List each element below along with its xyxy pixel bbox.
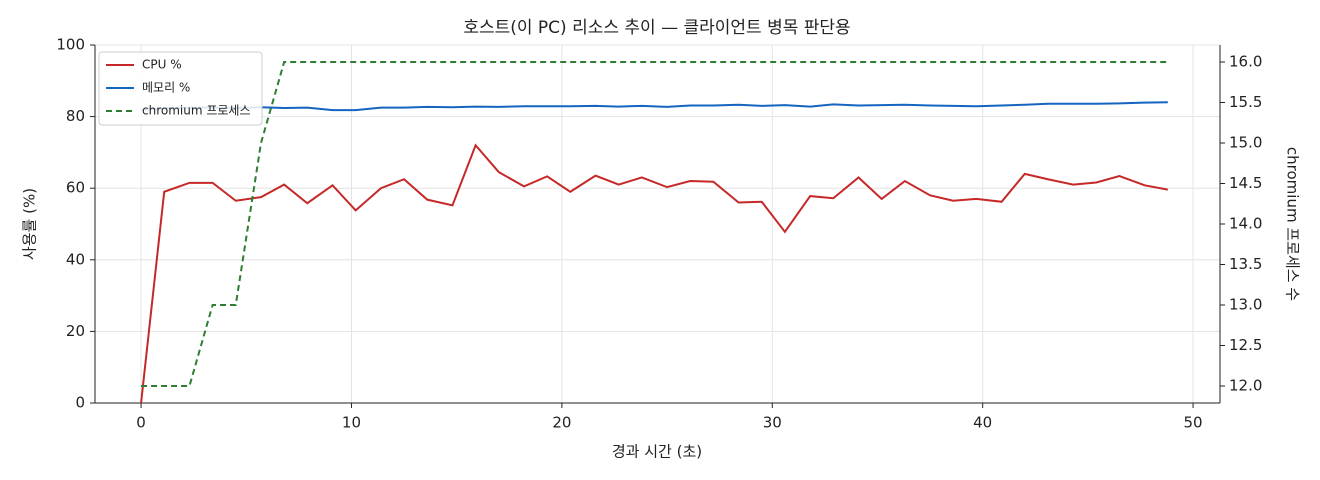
- chart-title: 호스트(이 PC) 리소스 추이 — 클라이언트 병목 판단용: [463, 18, 850, 38]
- series-line: [141, 101, 1168, 112]
- legend-label: 메모리 %: [142, 81, 190, 95]
- legend-box: [98, 51, 263, 126]
- x-tick-label: 40: [973, 414, 992, 432]
- legend-label: chromium 프로세스: [142, 104, 251, 118]
- y-tick-label: 60: [66, 179, 85, 197]
- y-axis-label: 사용률 (%): [21, 188, 39, 260]
- x-axis-label: 경과 시간 (초): [612, 443, 702, 461]
- y-tick-label: 80: [66, 107, 85, 125]
- x-tick-label: 10: [342, 414, 361, 432]
- y-tick-label: 100: [56, 36, 85, 54]
- y2-tick-label: 16.0: [1229, 53, 1262, 71]
- y2-tick-label: 12.5: [1229, 336, 1262, 354]
- y2-tick-label: 14.0: [1229, 215, 1262, 233]
- y2-tick-label: 12.0: [1229, 376, 1262, 394]
- series-line: [140, 143, 1169, 404]
- legend-label: CPU %: [142, 58, 182, 72]
- x-tick-label: 50: [1184, 414, 1203, 432]
- y2-tick-label: 13.5: [1229, 255, 1262, 273]
- y2-tick-label: 15.5: [1229, 93, 1262, 111]
- y-tick-label: 40: [66, 250, 85, 268]
- y2-tick-label: 14.5: [1229, 174, 1262, 192]
- y-tick-label: 0: [75, 394, 85, 412]
- x-tick-label: 30: [763, 414, 782, 432]
- y2-tick-label: 13.0: [1229, 295, 1262, 313]
- x-tick-label: 0: [136, 414, 146, 432]
- series-line: [141, 61, 1168, 387]
- x-tick-label: 20: [552, 414, 571, 432]
- y-tick-label: 20: [66, 322, 85, 340]
- y2-axis-label: chromium 프로세스 수: [1284, 147, 1302, 301]
- y2-tick-label: 15.0: [1229, 134, 1262, 152]
